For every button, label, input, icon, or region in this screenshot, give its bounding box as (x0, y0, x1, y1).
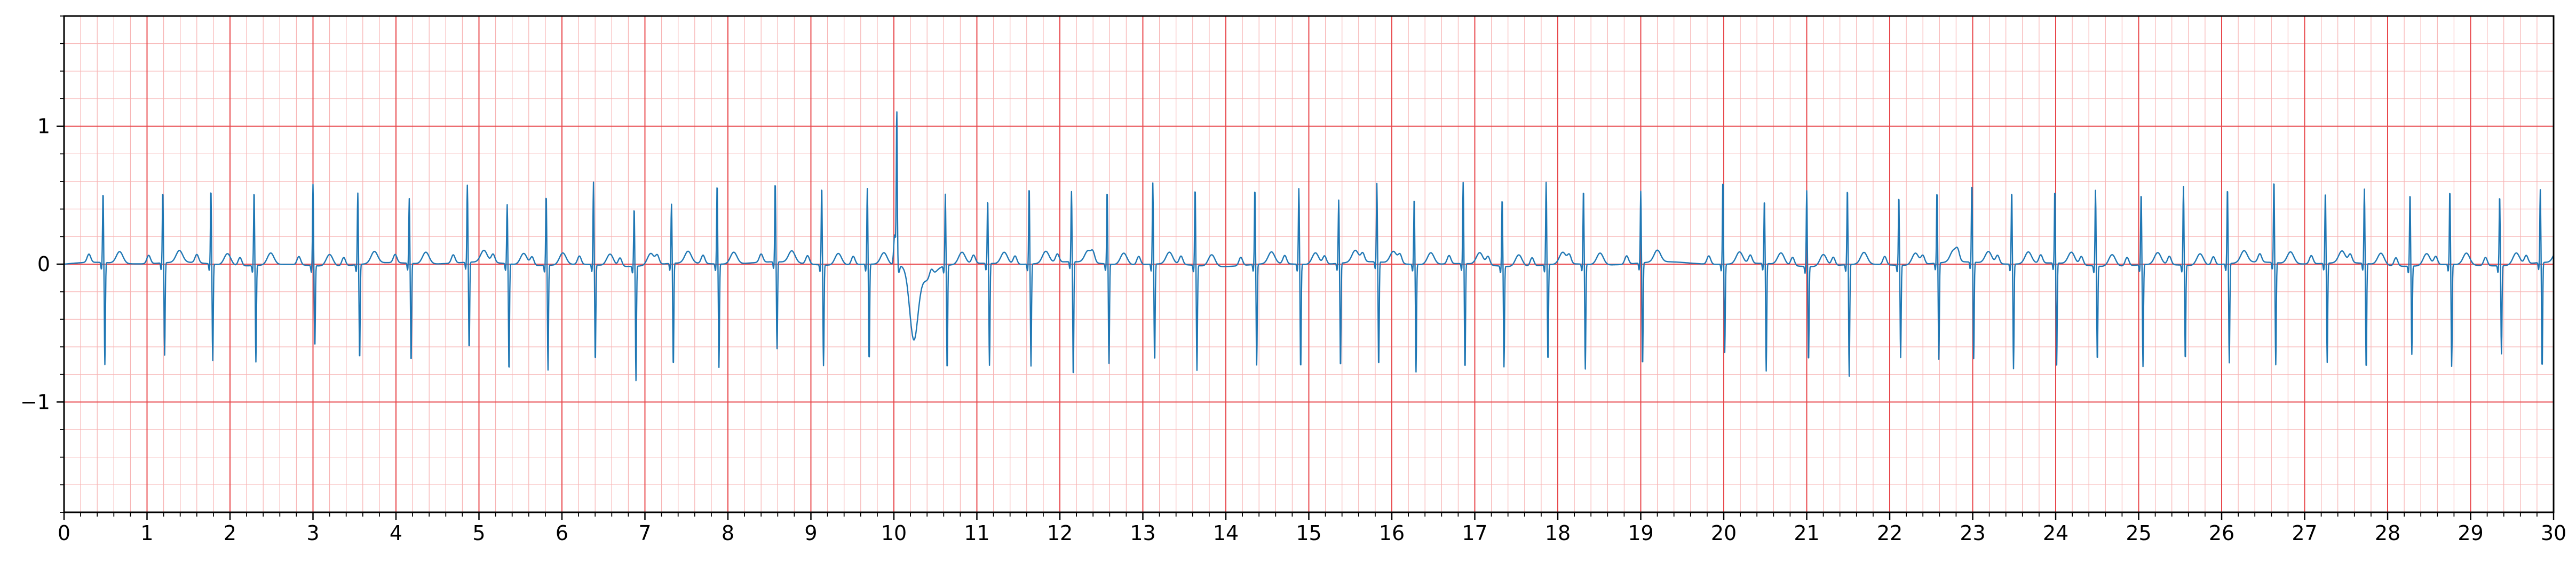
x-tick-label: 27 (2292, 521, 2317, 545)
x-tick-label: 18 (1545, 521, 1571, 545)
x-tick-label: 28 (2375, 521, 2400, 545)
x-tick-label: 14 (1213, 521, 1239, 545)
ecg-trace-line (64, 111, 2555, 382)
y-tick-label: 0 (37, 252, 50, 276)
x-axis: 0 1 2 3 4 5 6 7 8 9 10 11 12 13 14 15 16 17 18 19 20 21 22 23 24… (58, 512, 2566, 545)
x-tick-label: 12 (1047, 521, 1073, 545)
x-tick-label: 19 (1628, 521, 1653, 545)
x-tick-label: 0 (58, 521, 70, 545)
x-tick-label: 15 (1296, 521, 1321, 545)
x-tick-label: 26 (2209, 521, 2234, 545)
x-tick-label: 21 (1794, 521, 1819, 545)
x-tick-label: 2 (224, 521, 236, 545)
x-tick-label: 13 (1130, 521, 1155, 545)
x-tick-label: 7 (638, 521, 651, 545)
x-tick-label: 25 (2126, 521, 2151, 545)
x-tick-label: 29 (2458, 521, 2483, 545)
x-tick-label: 16 (1379, 521, 1405, 545)
x-tick-label: 24 (2043, 521, 2068, 545)
x-tick-label: 23 (1960, 521, 1985, 545)
x-tick-label: 9 (804, 521, 817, 545)
x-tick-label: 3 (306, 521, 319, 545)
x-tick-label: 20 (1711, 521, 1737, 545)
x-tick-label: 22 (1877, 521, 1903, 545)
y-tick-label: −1 (20, 390, 50, 414)
x-tick-label: 4 (390, 521, 402, 545)
x-tick-label: 6 (556, 521, 568, 545)
x-tick-label: 1 (140, 521, 153, 545)
x-tick-label: 10 (881, 521, 907, 545)
x-tick-label: 30 (2541, 521, 2566, 545)
y-axis: −1 0 1 (20, 15, 64, 513)
x-tick-label: 11 (964, 521, 989, 545)
x-tick-label: 8 (722, 521, 734, 545)
x-tick-label: 5 (472, 521, 485, 545)
y-tick-label: 1 (37, 115, 50, 138)
x-tick-label: 17 (1462, 521, 1487, 545)
